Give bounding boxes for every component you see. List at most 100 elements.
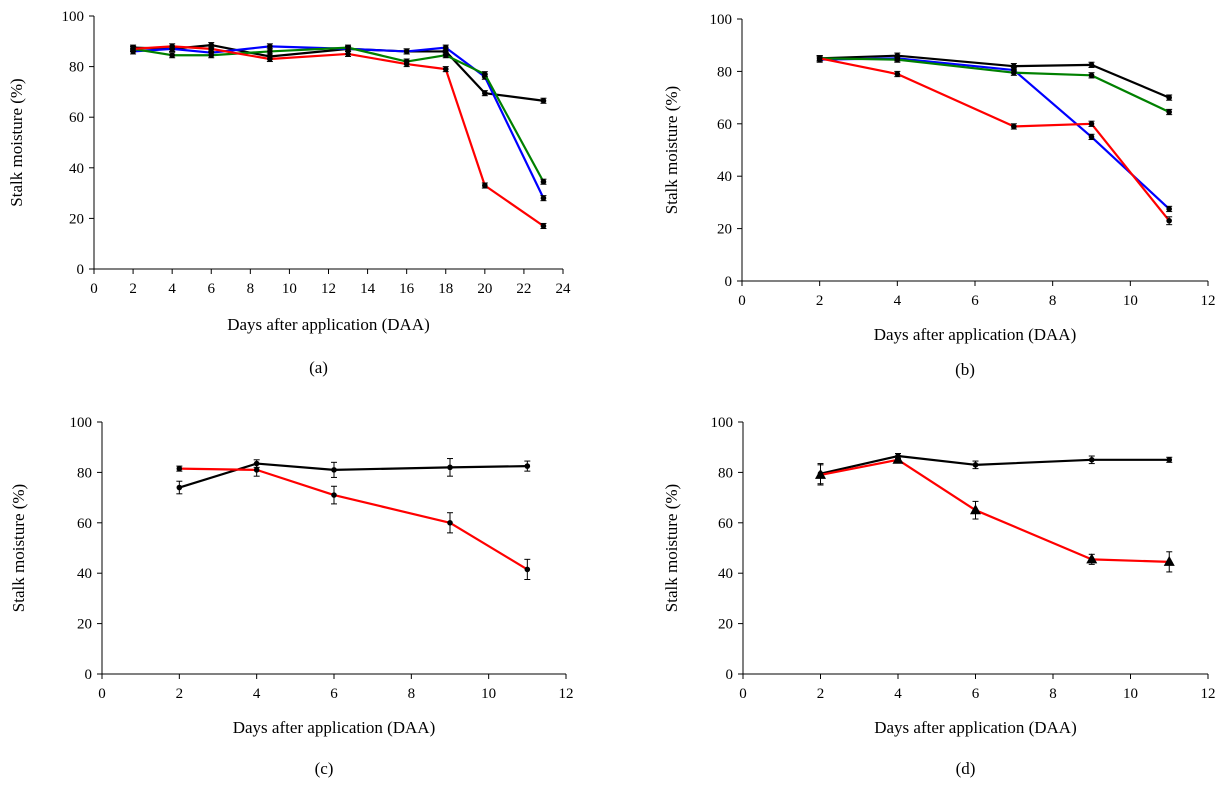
- x-tick-label: 4: [894, 686, 902, 702]
- y-tick-label: 20: [718, 617, 733, 633]
- data-point: [1011, 69, 1017, 76]
- data-point: [403, 61, 410, 67]
- y-axis-title: Stalk moisture (%): [7, 78, 26, 206]
- x-axis-title: Days after application (DAA): [874, 718, 1077, 737]
- y-tick-label: 80: [77, 465, 92, 481]
- data-point: [331, 492, 337, 498]
- y-axis-title: Stalk moisture (%): [662, 484, 681, 612]
- y-tick-label: 100: [70, 415, 93, 431]
- data-point: [176, 484, 183, 491]
- data-point: [447, 464, 453, 471]
- data-point: [482, 90, 488, 96]
- x-tick-label: 2: [817, 686, 825, 702]
- x-tick-label: 2: [129, 281, 137, 297]
- y-tick-label: 100: [62, 9, 85, 25]
- x-tick-label: 2: [816, 293, 824, 309]
- series-2: [816, 55, 1173, 213]
- y-tick-label: 0: [726, 667, 734, 683]
- x-tick-label: 0: [90, 281, 98, 297]
- data-point: [169, 43, 175, 50]
- x-tick-label: 8: [1049, 293, 1057, 309]
- x-tick-label: 0: [98, 686, 106, 702]
- y-tick-label: 100: [710, 12, 733, 28]
- data-point: [442, 52, 449, 59]
- data-point: [267, 56, 273, 62]
- data-point: [816, 55, 823, 62]
- y-tick-label: 20: [717, 222, 732, 238]
- data-point: [1088, 72, 1095, 79]
- x-axis-title: Days after application (DAA): [227, 315, 430, 334]
- x-tick-label: 4: [894, 293, 902, 309]
- series-4: [130, 43, 547, 230]
- data-point: [894, 71, 901, 77]
- data-point: [208, 46, 215, 52]
- x-tick-label: 10: [282, 281, 297, 297]
- y-tick-label: 0: [77, 262, 85, 278]
- data-point: [267, 43, 273, 50]
- data-point: [1086, 553, 1098, 564]
- data-point: [540, 97, 547, 104]
- x-axis-title: Days after application (DAA): [874, 325, 1077, 344]
- x-tick-label: 14: [360, 281, 376, 297]
- data-point: [1088, 121, 1095, 127]
- x-tick-label: 22: [516, 281, 531, 297]
- data-point: [267, 48, 273, 55]
- y-tick-label: 0: [85, 667, 93, 683]
- y-tick-label: 100: [711, 415, 734, 431]
- series-1: [176, 458, 531, 495]
- chart-panel-4: 0 20 40 60 80 100 0 2 4 6 8 10 12 Days after applicat…: [662, 415, 1216, 778]
- panel-label: (d): [956, 759, 976, 778]
- x-tick-label: 24: [556, 281, 572, 297]
- data-point: [345, 44, 351, 51]
- x-tick-label: 8: [1049, 686, 1057, 702]
- data-point: [892, 453, 904, 464]
- x-tick-label: 6: [971, 293, 979, 309]
- data-point: [331, 467, 337, 473]
- data-point: [815, 468, 826, 479]
- x-tick-label: 10: [1123, 293, 1138, 309]
- y-tick-label: 80: [717, 64, 732, 80]
- data-point: [130, 46, 136, 52]
- series-1: [817, 453, 1173, 485]
- series-3: [816, 55, 1173, 116]
- series-line: [820, 458, 1170, 563]
- x-tick-label: 12: [1201, 686, 1216, 702]
- data-point: [1088, 134, 1095, 140]
- x-tick-label: 10: [1123, 686, 1138, 702]
- data-point: [208, 52, 215, 59]
- data-point: [442, 44, 449, 51]
- data-point: [345, 51, 351, 57]
- data-point: [1166, 109, 1172, 115]
- x-tick-label: 6: [330, 686, 338, 702]
- data-point: [540, 223, 547, 229]
- y-tick-label: 40: [718, 566, 733, 582]
- x-tick-label: 16: [399, 281, 415, 297]
- y-axis-title: Stalk moisture (%): [9, 484, 28, 612]
- y-tick-label: 60: [77, 516, 92, 532]
- y-tick-label: 0: [725, 274, 733, 290]
- chart-panel-3: 0 20 40 60 80 100 0 2 4 6 8 10 12 Days after applicat…: [9, 415, 574, 778]
- data-point: [1166, 457, 1173, 463]
- x-tick-label: 12: [321, 281, 336, 297]
- y-tick-label: 60: [718, 516, 733, 532]
- data-point: [176, 465, 183, 472]
- series-line: [819, 54, 1170, 99]
- series-line: [819, 57, 1170, 210]
- data-point: [972, 462, 979, 468]
- data-point: [1166, 94, 1172, 101]
- data-point: [1011, 123, 1017, 130]
- series-line: [819, 57, 1170, 114]
- data-point: [1166, 217, 1172, 224]
- data-point: [403, 48, 410, 55]
- x-axis-title: Days after application (DAA): [233, 718, 436, 737]
- x-tick-label: 0: [738, 293, 746, 309]
- series-2: [176, 463, 531, 580]
- panel-label: (b): [955, 360, 975, 379]
- data-point: [1163, 555, 1175, 566]
- y-tick-label: 60: [717, 117, 732, 133]
- series-3: [130, 44, 547, 185]
- x-tick-label: 2: [176, 686, 184, 702]
- panel-label: (c): [315, 759, 334, 778]
